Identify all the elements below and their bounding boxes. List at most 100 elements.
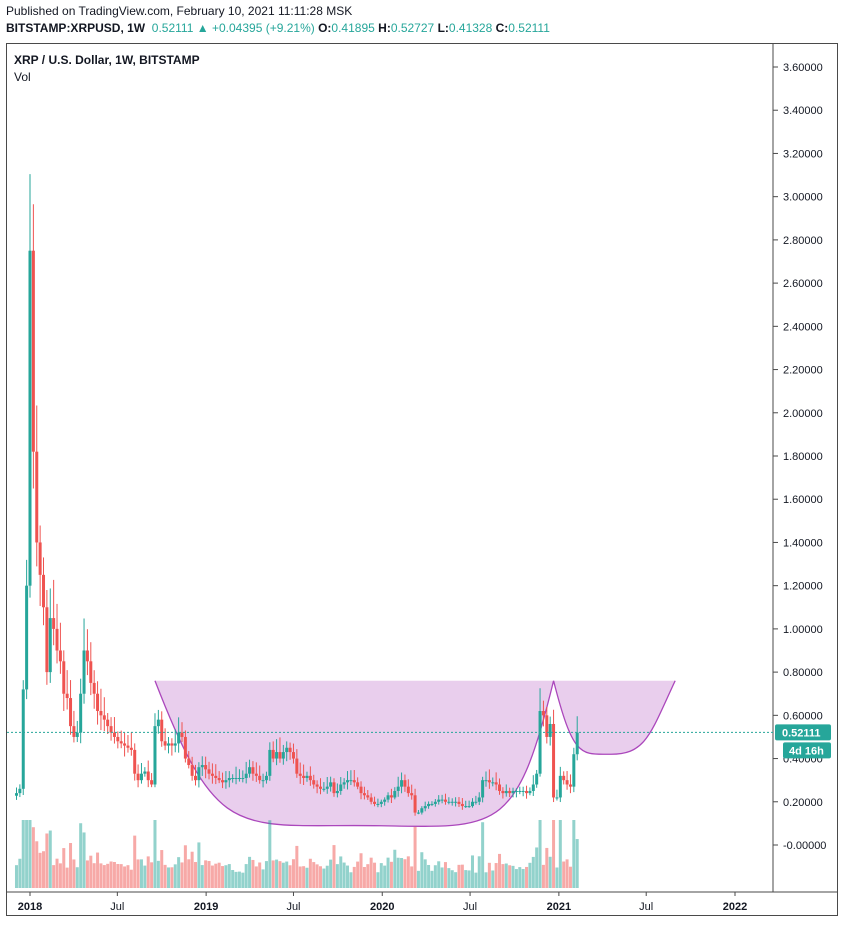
- price-tick-label: -0.00000: [783, 840, 826, 852]
- volume-bar: [173, 864, 177, 888]
- candle-body: [400, 780, 404, 787]
- volume-bar: [275, 859, 279, 888]
- candle-body: [416, 812, 420, 814]
- volume-bar: [346, 865, 350, 888]
- price-tick-label: 2.60000: [783, 278, 823, 290]
- volume-bar: [200, 865, 204, 888]
- volume-bar: [379, 863, 383, 888]
- volume-bar: [177, 857, 181, 888]
- candle-body: [335, 790, 339, 794]
- volume-bar: [237, 871, 241, 888]
- volume-bar: [109, 861, 113, 888]
- candle-body: [89, 661, 93, 683]
- volume-bar: [89, 855, 93, 888]
- volume-bar: [494, 863, 498, 888]
- time-axis[interactable]: 2018 Jul 2019 Jul 2020 Jul 2021 Jul 2022: [18, 892, 747, 913]
- candle-body: [227, 778, 231, 781]
- volume-bar: [383, 865, 387, 888]
- candle-body: [413, 795, 417, 813]
- open-value: 0.41895: [331, 21, 375, 35]
- candle-body: [25, 585, 29, 690]
- volume-bar: [491, 870, 495, 888]
- volume-bar: [65, 867, 69, 888]
- volume-bar: [278, 861, 282, 888]
- volume-bar: [126, 865, 130, 888]
- volume-bar: [163, 864, 167, 888]
- candle-body: [38, 542, 42, 575]
- candle-body: [210, 773, 214, 776]
- volume-bar: [180, 862, 184, 888]
- volume-bar: [366, 864, 370, 888]
- candle-body: [173, 743, 177, 746]
- volume-bar: [318, 866, 322, 888]
- price-axis[interactable]: 3.60000 3.40000 3.20000 3.00000 2.80000 2.600…: [773, 62, 826, 852]
- candle-body: [349, 780, 353, 782]
- time-tick-label: 2022: [723, 901, 747, 913]
- volume-bar: [102, 865, 106, 888]
- candle-body: [170, 743, 174, 746]
- candle-body: [427, 803, 431, 807]
- volume-bar: [525, 866, 529, 888]
- volume-bar: [82, 832, 86, 888]
- candle-body: [308, 775, 312, 781]
- candle-body: [329, 782, 333, 787]
- candle-body: [31, 250, 35, 452]
- candle-body: [102, 715, 106, 720]
- candle-body: [177, 732, 181, 744]
- volume-bar: [285, 861, 289, 888]
- high-label: H:: [378, 21, 391, 35]
- price-tick-label: 1.60000: [783, 494, 823, 506]
- volume-bar: [420, 852, 424, 888]
- volume-bar: [437, 861, 441, 888]
- candle-body: [45, 607, 49, 673]
- candle-body: [302, 775, 306, 779]
- candle-body: [511, 790, 515, 794]
- candle-body: [258, 775, 262, 781]
- volume-bar: [501, 864, 505, 888]
- volume-bar: [96, 852, 100, 888]
- volume-bar: [531, 856, 535, 888]
- volume-bar: [166, 867, 170, 888]
- chart-frame[interactable]: [6, 43, 838, 916]
- volume-bar: [389, 861, 393, 888]
- candle-body: [450, 801, 454, 803]
- close-value: 0.52111: [508, 21, 550, 35]
- candle-body: [305, 775, 309, 779]
- volume-bar: [72, 859, 76, 888]
- candle-body: [389, 795, 393, 798]
- volume-bar: [575, 839, 579, 888]
- last-price-badge-value: 0.52111: [782, 727, 821, 739]
- volume-bar: [552, 820, 556, 888]
- bar-countdown: 4d 16h: [789, 745, 824, 757]
- volume-bar: [511, 865, 515, 888]
- volume-bar: [183, 845, 187, 888]
- candle-body: [346, 780, 350, 783]
- volume-bar: [349, 872, 353, 888]
- volume-bar: [214, 863, 218, 888]
- time-tick-label: 2020: [370, 901, 394, 913]
- candle-body: [474, 801, 478, 803]
- volume-bar: [457, 864, 461, 888]
- volume-bar: [156, 860, 160, 888]
- candle-body: [150, 780, 154, 785]
- candle-body: [35, 451, 39, 543]
- volume-bar: [99, 863, 103, 888]
- candle-body: [501, 790, 505, 794]
- price-tick-label: 2.40000: [783, 321, 823, 333]
- candle-body: [531, 784, 535, 791]
- price-tick-label: 0.80000: [783, 667, 823, 679]
- volume-bar: [393, 849, 397, 888]
- candle-body: [85, 650, 89, 662]
- candle-body: [65, 693, 69, 699]
- volume-bar: [413, 826, 417, 888]
- volume-bar: [264, 861, 268, 888]
- volume-bar: [244, 864, 248, 888]
- candle-body: [82, 650, 86, 694]
- candle-body: [156, 719, 160, 727]
- volume-bar: [92, 863, 96, 888]
- candle-body: [116, 736, 120, 742]
- price-tick-label: 2.80000: [783, 235, 823, 247]
- volume-bar: [373, 862, 377, 888]
- candle-body: [295, 758, 299, 774]
